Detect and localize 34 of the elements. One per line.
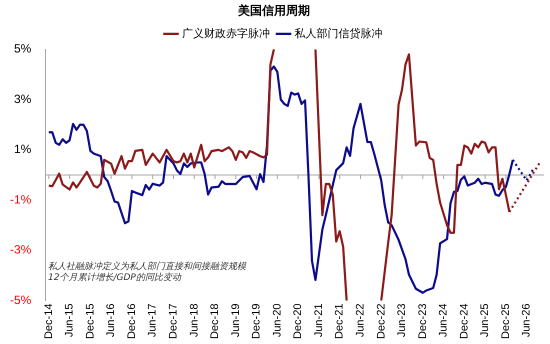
x-tick-label: Dec-21 (334, 304, 346, 340)
x-tick-label: Dec-16 (126, 304, 138, 340)
y-tick-label: 5% (14, 42, 32, 56)
chart-title: 美国信用周期 (237, 3, 310, 18)
y-tick-label: -5% (10, 292, 32, 307)
x-tick-label: Jun-17 (146, 304, 159, 338)
x-tick-label: Jun-25 (479, 304, 492, 338)
y-tick-label: 3% (14, 92, 32, 106)
x-tick-label: Jun-16 (105, 304, 118, 338)
legend-label: 私人部门信贷脉冲 (294, 26, 382, 40)
x-tick-label: Dec-22 (375, 304, 388, 340)
y-tick-label: 1% (14, 142, 32, 156)
x-tick-label: Jun-15 (64, 304, 76, 338)
x-tick-label: Jun-23 (396, 304, 408, 338)
x-tick-label: Jun-20 (271, 304, 284, 338)
x-tick-label: Jun-24 (438, 304, 450, 338)
x-tick-label: Dec-18 (209, 304, 222, 340)
x-tick-label: Jun-22 (354, 304, 366, 338)
legend-label: 广义财政赤字脉冲 (182, 26, 270, 40)
x-tick-label: Dec-19 (250, 304, 263, 340)
x-tick-label: Dec-20 (292, 304, 304, 340)
x-tick-label: Jun-21 (312, 304, 325, 338)
y-tick-label: -3% (10, 242, 32, 257)
x-tick-label: Dec-14 (42, 304, 55, 340)
x-tick-label: Dec-17 (168, 304, 180, 340)
y-tick-label: -1% (10, 192, 32, 206)
x-tick-label: Dec-24 (458, 304, 470, 340)
x-tick-label: Dec-15 (84, 304, 96, 340)
annotation: 私人社融脉冲定义为私人部门直接和间接融资规模 12个月累计增长/GDP的同比变动 (48, 262, 246, 284)
x-tick-label: Jun-19 (230, 304, 242, 338)
x-tick-label: Dec-23 (416, 304, 429, 340)
x-tick-label: Jun-18 (188, 304, 200, 338)
x-tick-label: Dec-25 (500, 304, 512, 340)
x-tick-label: Jun-26 (520, 304, 533, 338)
